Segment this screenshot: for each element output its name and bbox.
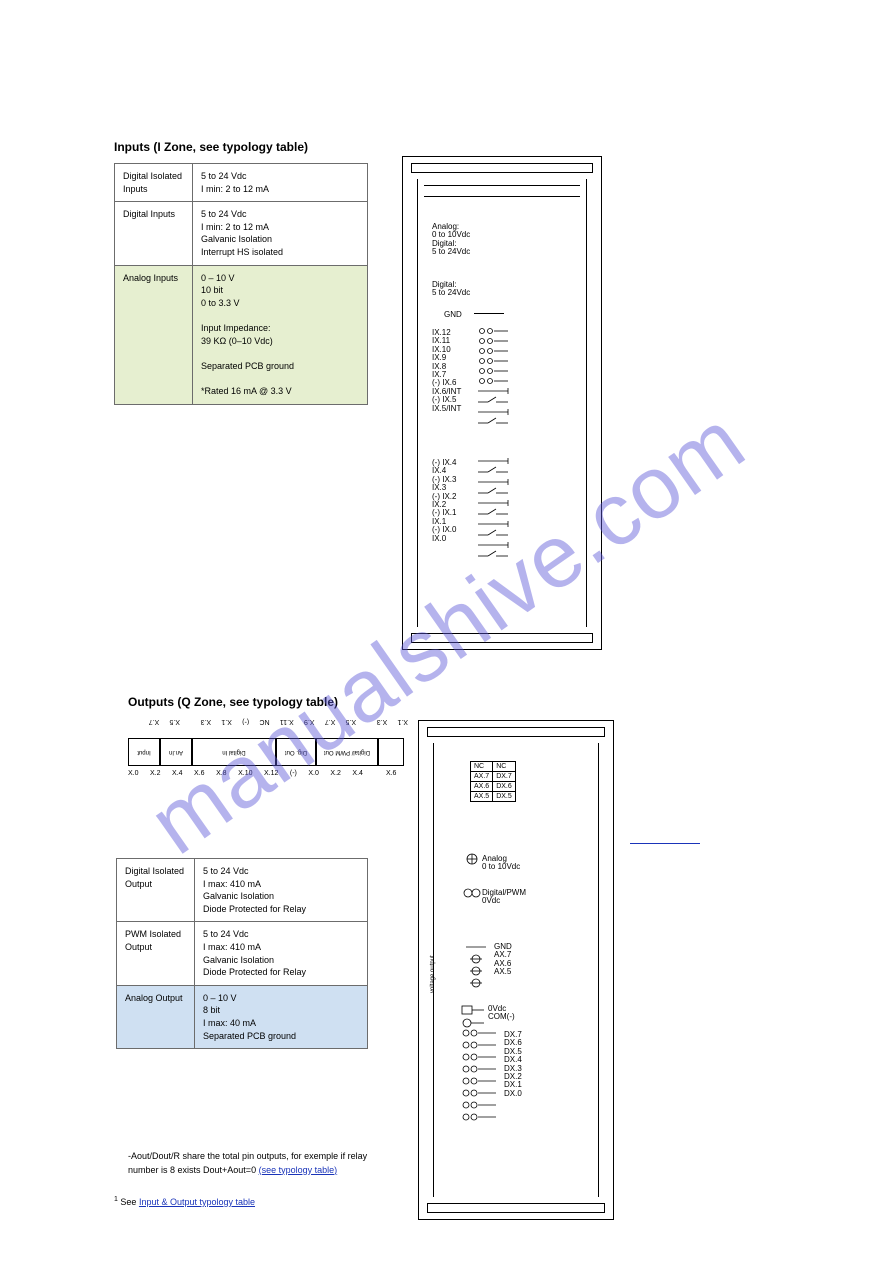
pinstrip-label: X.2: [150, 770, 161, 777]
pinstrip-label: X.6: [386, 770, 397, 777]
pinstrip-label: X.11: [280, 718, 294, 725]
footnote-sup: 1: [114, 1196, 118, 1203]
pinstrip-label: X.8: [216, 770, 227, 777]
table-cell: Analog Output: [117, 985, 195, 1048]
pinstrip-box: Input: [128, 738, 160, 766]
pinstrip-label: X.4: [352, 770, 363, 777]
pinstrip-label: X.2: [330, 770, 341, 777]
rail-bot: [411, 633, 593, 643]
outbox-cell: DX.6: [493, 782, 516, 792]
outbox-cell: AX.5: [471, 792, 493, 802]
pinstrip-box: Digital/ PWM Out: [316, 738, 378, 766]
outbox-header-cell: NC: [471, 762, 493, 772]
pinstrip-label: X.3: [377, 718, 388, 725]
legend-symbols: [462, 853, 484, 909]
table-cell: 0 – 10 V 8 bit I max: 40 mA Separated PC…: [195, 985, 368, 1048]
pinstrip-box: An.In: [160, 738, 192, 766]
pinstrip-label: X.7: [325, 718, 336, 725]
table-outputs-body: Digital Isolated Output5 to 24 Vdc I max…: [117, 859, 368, 1049]
outbox-cell: AX.7: [471, 772, 493, 782]
table-inputs-body: Digital Isolated Inputs5 to 24 Vdc I min…: [115, 164, 368, 405]
pinstrip-label: X.12: [264, 770, 278, 777]
pinstrip-label: X.7: [149, 718, 160, 725]
decoration-line: [424, 185, 580, 197]
pinstrip-label: X.9: [304, 718, 315, 725]
table-cell: Digital Inputs: [115, 202, 193, 265]
legend-analog-out: Analog 0 to 10Vdc: [482, 855, 520, 872]
pinstrip-label: (-): [290, 770, 297, 777]
pin-list-lower: (-) IX.4 IX.4 (-) IX.3 IX.3 (-) IX.2 IX.…: [432, 459, 456, 543]
legend-digital-pwm: Digital/PWM 0Vdc: [482, 889, 526, 906]
table-cell: Digital Isolated Inputs: [115, 164, 193, 202]
module-diagram-inputs: Analog: 0 to 10Vdc Digital: 5 to 24Vdc D…: [402, 156, 602, 650]
note-aout-dout: -Aout/Dout/R share the total pin outputs…: [128, 1150, 388, 1177]
pin-strip-top-row: X.1 X.3 X.5 X.7 X.9 X.11 NC (-) X.1 X.3 X.5 X.7: [128, 718, 408, 725]
legend-digital: Digital: 5 to 24Vdc: [432, 281, 470, 298]
module-inner: Analog: 0 to 10Vdc Digital: 5 to 24Vdc D…: [417, 179, 587, 627]
table-cell: 0 – 10 V 10 bit 0 to 3.3 V Input Impedan…: [193, 265, 368, 404]
pin-strip-boxes: InputAn.InDigital InDig. OutDigital/ PWM…: [128, 738, 408, 766]
pinstrip-label: X.10: [238, 770, 252, 777]
table-cell: Digital Isolated Output: [117, 859, 195, 922]
pinstrip-label: X.1: [221, 718, 232, 725]
pinstrip-label: X.5: [346, 718, 357, 725]
output-mapping-table: NCNCAX.7DX.7AX.6DX.6AX.5DX.5: [470, 761, 516, 802]
table-cell: 5 to 24 Vdc I max: 410 mA Galvanic Isola…: [195, 922, 368, 985]
pinstrip-label: (-): [242, 718, 249, 725]
rail-top: [427, 727, 605, 737]
pin-strip-bottom-row: X.0 X.2 X.4 X.6 X.8 X.10 X.12 (-) X.0 X.2 X.4 X.6: [128, 770, 408, 777]
note-link-typology[interactable]: (see typology table): [259, 1165, 338, 1175]
pin-symbols-lower: [478, 457, 534, 577]
analog-out-symbols: [466, 943, 506, 991]
outbox-header-cell: NC: [493, 762, 516, 772]
heading-inputs: Inputs (I Zone, see typology table): [114, 140, 308, 154]
power-symbols: [460, 1005, 494, 1029]
table-outputs: Digital Isolated Output5 to 24 Vdc I max…: [116, 858, 368, 1049]
pinstrip-label: NC: [259, 718, 269, 725]
outbox-cell: DX.5: [493, 792, 516, 802]
pinstrip-label: X.6: [194, 770, 205, 777]
pinstrip-label: X.4: [172, 770, 183, 777]
legend-analog-digital: Analog: 0 to 10Vdc Digital: 5 to 24Vdc: [432, 223, 470, 257]
module-diagram-outputs: NCNCAX.7DX.7AX.6DX.6AX.5DX.5 Analog 0 to…: [418, 720, 614, 1220]
pinstrip-label: X.3: [201, 718, 212, 725]
gnd-label: GND: [444, 311, 462, 319]
link-underline-artifact: [630, 843, 700, 844]
pinstrip-label: X.5: [169, 718, 180, 725]
footnote-link[interactable]: Input & Output typology table: [139, 1197, 255, 1207]
footnote-text: See: [120, 1197, 139, 1207]
outbox-cell: DX.7: [493, 772, 516, 782]
module-inner: NCNCAX.7DX.7AX.6DX.6AX.5DX.5 Analog 0 to…: [433, 743, 599, 1197]
digital-out-symbols: [460, 1029, 510, 1125]
table-cell: PWM Isolated Output: [117, 922, 195, 985]
side-label-voltage: voltage output: [430, 955, 436, 993]
table-inputs: Digital Isolated Inputs5 to 24 Vdc I min…: [114, 163, 368, 405]
footnote-see-typology: 1 See Input & Output typology table: [114, 1195, 414, 1210]
pinstrip-box: Dig. Out: [276, 738, 316, 766]
pinstrip-label: X.0: [128, 770, 139, 777]
pin-strip-diagram: X.1 X.3 X.5 X.7 X.9 X.11 NC (-) X.1 X.3 X.5 X.7 Inp…: [128, 718, 408, 788]
pinstrip-box: [378, 738, 404, 766]
table-cell: 5 to 24 Vdc I min: 2 to 12 mA: [193, 164, 368, 202]
pinstrip-label: X.0: [308, 770, 319, 777]
pin-list-upper: IX.12 IX.11 IX.10 IX.9 IX.8 IX.7 (-) IX.…: [432, 329, 461, 413]
outbox-cell: AX.6: [471, 782, 493, 792]
table-cell: 5 to 24 Vdc I min: 2 to 12 mA Galvanic I…: [193, 202, 368, 265]
table-cell: 5 to 24 Vdc I max: 410 mA Galvanic Isola…: [195, 859, 368, 922]
table-cell: Analog Inputs: [115, 265, 193, 404]
heading-outputs: Outputs (Q Zone, see typology table): [128, 695, 338, 709]
pinstrip-box: Digital In: [192, 738, 276, 766]
pinstrip-label: X.1: [397, 718, 408, 725]
pin-symbols-upper: [478, 327, 534, 447]
gnd-line: [474, 313, 504, 314]
rail-bot: [427, 1203, 605, 1213]
rail-top: [411, 163, 593, 173]
